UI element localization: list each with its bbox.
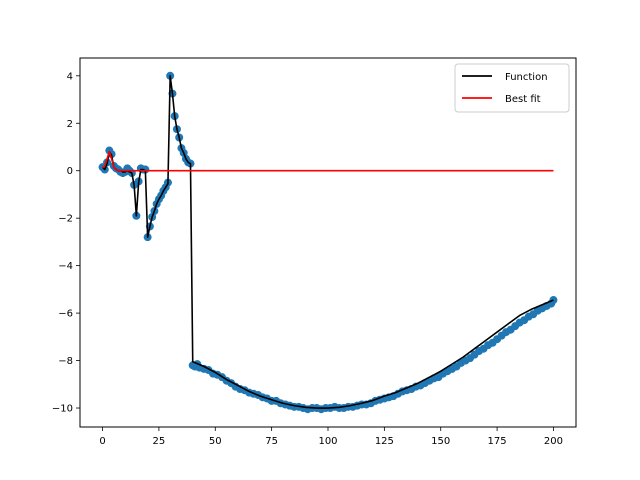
- y-tick-label: 4: [67, 71, 73, 82]
- y-tick-label: −2: [58, 214, 73, 225]
- data-point: [141, 165, 150, 174]
- plot-area: [98, 71, 558, 414]
- axes-frame: [79, 57, 577, 428]
- x-tick-label: 150: [431, 436, 450, 447]
- y-tick-label: 2: [67, 119, 73, 130]
- y-axis: −10 −8 −6 −4 −2 0 2 4: [52, 71, 80, 415]
- x-tick-label: 50: [209, 436, 222, 447]
- y-tick-label: −10: [52, 404, 73, 415]
- y-tick-label: 0: [67, 166, 73, 177]
- function-line: [101, 75, 554, 409]
- legend: Function Best fit: [454, 63, 570, 113]
- x-tick-label: 200: [544, 436, 563, 447]
- x-tick-label: 75: [265, 436, 278, 447]
- y-tick-label: −4: [58, 261, 73, 272]
- x-tick-label: 175: [488, 436, 507, 447]
- x-axis: 0 25 50 75 100 125 150 175 200: [99, 427, 563, 447]
- y-tick-label: −8: [58, 356, 73, 367]
- legend-best-fit-label: Best fit: [505, 94, 541, 105]
- x-tick-label: 0: [99, 436, 105, 447]
- legend-function-label: Function: [505, 72, 548, 83]
- x-tick-label: 125: [375, 436, 394, 447]
- x-tick-label: 25: [153, 436, 166, 447]
- y-tick-label: −6: [58, 309, 73, 320]
- x-tick-label: 100: [318, 436, 337, 447]
- best-fit-line: [102, 150, 554, 172]
